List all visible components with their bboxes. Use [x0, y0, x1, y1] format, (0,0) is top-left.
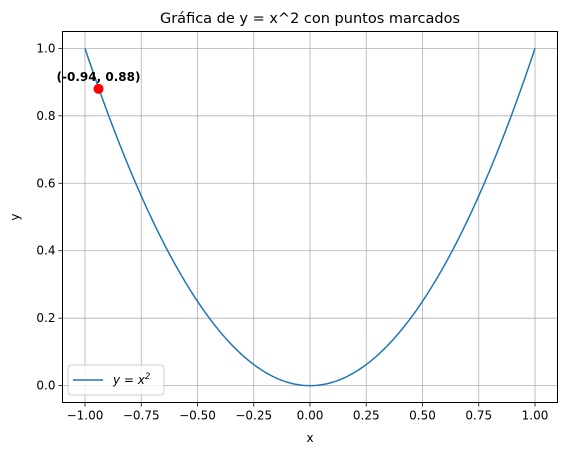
x-tick-label: −0.75	[123, 409, 160, 423]
series-line	[84, 48, 536, 387]
x-axis-ticks: −1.00 −0.75 −0.50 −0.25 0.00 0.25 0.50 0.75 1.00	[67, 402, 549, 423]
x-tick-label: 0.25	[353, 409, 380, 423]
legend: y = x2	[67, 364, 165, 396]
x-tick-label: 0.75	[465, 409, 492, 423]
y-tick-label: 0.4	[36, 244, 55, 258]
y-tick-label: 0.6	[36, 176, 55, 190]
chart-title: Gráfica de y = x^2 con puntos marcados	[160, 11, 460, 27]
y-axis-label: y	[8, 213, 22, 220]
legend-box	[67, 364, 165, 396]
y-tick-label: 0.2	[36, 311, 55, 325]
series-layer	[84, 48, 536, 387]
x-axis-label: x	[306, 431, 313, 445]
point-annotation: (-0.94, 0.88)	[57, 70, 141, 84]
data-point	[93, 83, 104, 94]
x-tick-label: 0.00	[297, 409, 324, 423]
x-tick-label: 1.00	[522, 409, 549, 423]
y-tick-label: 0.8	[36, 109, 55, 123]
x-tick-label: −0.25	[235, 409, 272, 423]
x-tick-label: −1.00	[67, 409, 104, 423]
points-layer: (-0.94, 0.88)	[57, 70, 141, 94]
y-tick-label: 0.0	[36, 379, 55, 393]
x-tick-label: 0.50	[409, 409, 436, 423]
legend-label: y = x2	[112, 372, 150, 387]
y-tick-label: 1.0	[36, 41, 55, 55]
y-axis-ticks: 0.0 0.2 0.4 0.6 0.8 1.0	[36, 41, 63, 393]
x-tick-label: −0.50	[179, 409, 216, 423]
